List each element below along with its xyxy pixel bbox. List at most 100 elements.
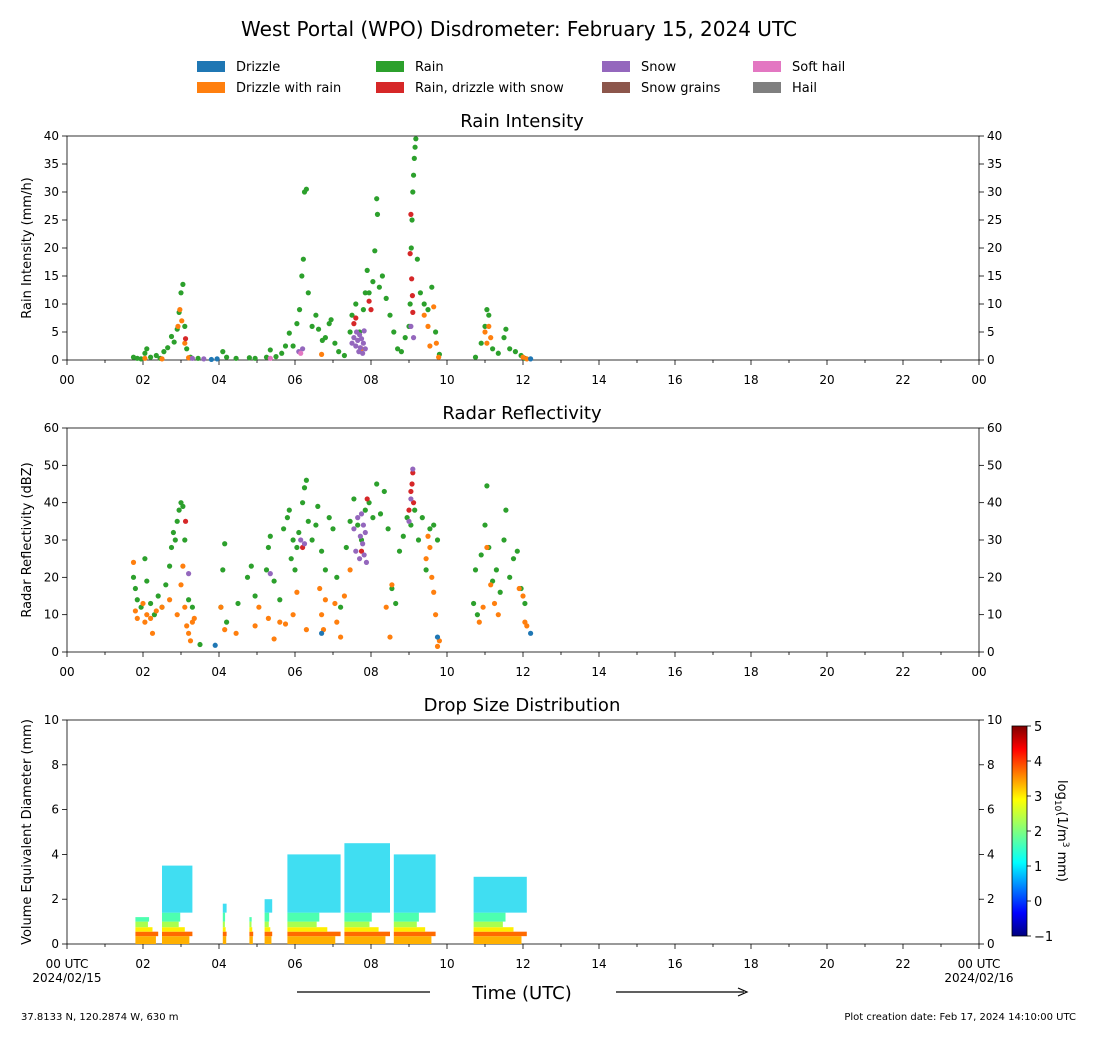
data-point — [178, 582, 184, 588]
data-point — [186, 571, 192, 577]
data-point — [267, 347, 273, 353]
data-point — [180, 563, 186, 569]
y-tick-label-right: 0 — [987, 353, 995, 367]
data-point — [427, 343, 433, 349]
data-point — [252, 355, 258, 361]
data-point — [182, 336, 189, 342]
y-tick-label: 10 — [44, 297, 59, 311]
x-tick-label: 16 — [667, 957, 682, 971]
data-point — [347, 567, 353, 573]
dsd-active-period — [249, 917, 254, 944]
dsd-band — [264, 927, 271, 932]
legend: Drizzle Drizzle with rain Rain Rain, drizzl… — [197, 60, 845, 96]
data-point — [408, 323, 414, 329]
data-point — [503, 326, 509, 332]
data-point — [495, 350, 501, 356]
data-point — [174, 518, 180, 524]
data-point — [187, 638, 194, 644]
y-tick-label-right: 10 — [987, 713, 1002, 727]
data-point — [488, 582, 494, 588]
data-point — [294, 589, 300, 595]
data-point — [315, 326, 322, 332]
dsd-band — [473, 927, 514, 932]
data-point — [495, 612, 501, 618]
y-tick-label: 25 — [44, 213, 59, 227]
data-point — [341, 352, 347, 359]
dsd-active-period — [222, 903, 227, 944]
colorbar-tick-label: 0 — [1034, 895, 1042, 910]
dsd-band — [473, 912, 506, 922]
data-point — [148, 354, 154, 360]
dsd-band — [222, 912, 226, 922]
data-point — [144, 346, 150, 352]
x-tick-label: 12 — [515, 665, 530, 679]
axes-frame — [66, 427, 980, 653]
data-point — [436, 354, 442, 360]
data-point — [305, 290, 311, 296]
data-point — [220, 567, 226, 573]
data-point — [332, 600, 338, 607]
data-point — [282, 343, 289, 349]
data-point — [374, 481, 380, 487]
dsd-band — [473, 936, 522, 944]
intensity-ylabel: Rain Intensity (mm/h) — [20, 177, 35, 319]
data-point — [300, 256, 306, 262]
data-point — [222, 627, 228, 633]
y-tick-label: 50 — [44, 458, 59, 472]
data-point — [138, 356, 144, 362]
data-point — [370, 515, 376, 521]
data-point — [406, 507, 412, 513]
data-point — [516, 585, 522, 592]
data-point — [427, 544, 433, 551]
data-point — [402, 335, 408, 341]
data-point — [277, 597, 283, 603]
y-tick-label-right: 20 — [987, 570, 1002, 584]
x-tick-label: 16 — [667, 373, 682, 387]
data-point — [471, 600, 477, 607]
dsd-band — [344, 921, 370, 928]
data-point — [195, 355, 201, 361]
data-point — [383, 604, 389, 610]
data-point — [486, 312, 492, 318]
dsd-band — [393, 931, 436, 937]
data-point — [271, 636, 277, 642]
legend-label: Snow — [641, 60, 676, 75]
data-point — [298, 537, 304, 543]
x-tick-label: 02 — [135, 665, 150, 679]
data-point — [398, 349, 404, 355]
colorbar-tick-label: 5 — [1034, 720, 1042, 735]
data-point — [256, 604, 262, 610]
data-point — [366, 298, 372, 304]
data-point — [233, 355, 239, 361]
y-tick-label-right: 10 — [987, 608, 1002, 622]
x-tick-label: 00 UTC — [958, 957, 1001, 971]
colorbar-tick-label: 3 — [1034, 790, 1042, 805]
data-point — [294, 544, 300, 551]
data-point — [491, 600, 498, 607]
data-point — [408, 245, 414, 251]
data-point — [421, 301, 427, 307]
data-point — [142, 355, 148, 361]
data-point — [159, 604, 165, 610]
data-point — [322, 335, 328, 341]
data-point — [182, 323, 188, 329]
data-point — [326, 321, 332, 327]
data-point — [357, 556, 363, 562]
data-point — [490, 346, 496, 352]
y-tick-label: 35 — [44, 157, 59, 171]
legend-swatch — [197, 61, 225, 72]
x-tick-label: 00 UTC — [46, 957, 89, 971]
x-tick-label: 14 — [591, 957, 606, 971]
data-point — [410, 500, 417, 506]
data-point — [298, 350, 304, 356]
data-point — [317, 585, 323, 592]
x-tick-label: 20 — [819, 957, 834, 971]
data-point — [353, 301, 359, 307]
x-tick-label: 06 — [287, 957, 302, 971]
y-tick-label-right: 2 — [987, 892, 995, 906]
data-point — [134, 355, 140, 361]
data-point — [167, 597, 173, 603]
data-point — [300, 346, 306, 352]
dsd-band — [344, 931, 390, 937]
data-point — [182, 604, 188, 610]
